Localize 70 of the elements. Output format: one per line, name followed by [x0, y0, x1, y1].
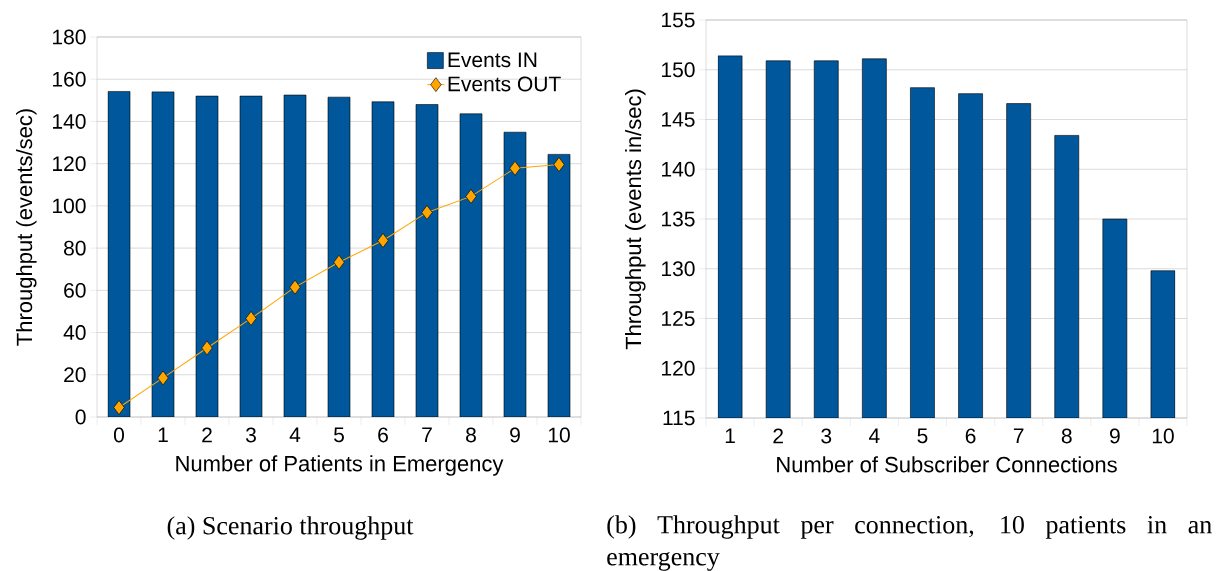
- x-tick-label: 5: [334, 427, 344, 443]
- text: (a) Scenario throughput: [167, 516, 414, 540]
- y-tick-label: 40: [63, 325, 86, 340]
- x-tick-label: 3: [245, 427, 256, 443]
- x-tick-label: 1: [158, 427, 168, 442]
- y-axis-title: Throughput (events in/sec): [625, 89, 646, 350]
- x-tick-label: 3: [821, 428, 832, 444]
- y-tick-label: 160: [53, 71, 86, 87]
- x-tick-label: 2: [202, 427, 212, 443]
- point: [421, 205, 433, 220]
- point: [465, 189, 477, 204]
- y-tick-label: 125: [662, 311, 695, 326]
- y-tick-label: 120: [53, 156, 86, 172]
- bar: [503, 131, 527, 417]
- x-tick-label: 10: [1152, 428, 1174, 444]
- bar: [459, 113, 483, 417]
- x-tick-label: 6: [378, 427, 388, 443]
- y-tick-label: 135: [662, 211, 695, 227]
- point: [289, 279, 301, 295]
- y-tick-label: 155: [662, 12, 695, 28]
- point: [333, 254, 345, 270]
- text: (b) Throughput per connection, 10 patients in an emergency: [607, 515, 1212, 571]
- x-tick-label: 8: [1061, 428, 1072, 444]
- point: [553, 157, 565, 172]
- y-tick-label: 150: [662, 62, 695, 78]
- x-tick-label: 10: [548, 427, 570, 443]
- bar: [239, 95, 263, 417]
- bar: [195, 95, 219, 417]
- x-tick-label: 1: [725, 428, 735, 443]
- x-tick-label: 4: [869, 428, 880, 443]
- y-tick-label: 80: [64, 240, 86, 256]
- point: [245, 311, 257, 326]
- y-tick-label: 60: [64, 282, 86, 298]
- y-tick-label: 180: [53, 29, 86, 45]
- x-tick-label: 7: [1013, 428, 1024, 443]
- point: [509, 161, 521, 176]
- y-tick-label: 120: [662, 360, 695, 376]
- bar: [283, 94, 307, 417]
- y-tick-label: 140: [662, 161, 695, 177]
- y-tick-label: 140: [53, 114, 86, 129]
- point: [377, 233, 389, 248]
- y-tick-label: 115: [663, 410, 695, 426]
- x-tick-label: 9: [510, 427, 520, 443]
- x-tick-label: 6: [965, 428, 976, 444]
- point: [113, 400, 125, 415]
- bar: [415, 104, 439, 417]
- legend-label: Events OUT: [448, 76, 561, 92]
- y-tick-label: 0: [75, 409, 86, 425]
- bar: [151, 91, 175, 417]
- y-tick-label: 100: [53, 198, 86, 214]
- x-axis-title: Number of Subscriber Connections: [777, 456, 1117, 473]
- bar: [547, 154, 571, 417]
- bar: [327, 96, 351, 417]
- x-tick-label: 9: [1110, 428, 1120, 444]
- y-tick-label: 20: [64, 367, 86, 383]
- x-tick-label: 7: [422, 427, 432, 442]
- x-tick-label: 0: [113, 427, 125, 443]
- point: [201, 340, 213, 356]
- x-tick-label: 2: [773, 428, 783, 444]
- x-tick-label: 8: [466, 427, 476, 443]
- x-tick-label: 5: [917, 428, 928, 444]
- legend-label: Events IN: [448, 52, 537, 68]
- point: [157, 370, 169, 386]
- y-tick-label: 145: [662, 112, 695, 127]
- y-tick-label: 130: [662, 261, 695, 277]
- x-axis-title: Number of Patients in Emergency: [176, 455, 504, 476]
- bar: [371, 101, 395, 417]
- y-axis-title: Throughput (events/sec): [16, 109, 37, 346]
- bar: [107, 91, 131, 417]
- x-tick-label: 4: [289, 427, 301, 442]
